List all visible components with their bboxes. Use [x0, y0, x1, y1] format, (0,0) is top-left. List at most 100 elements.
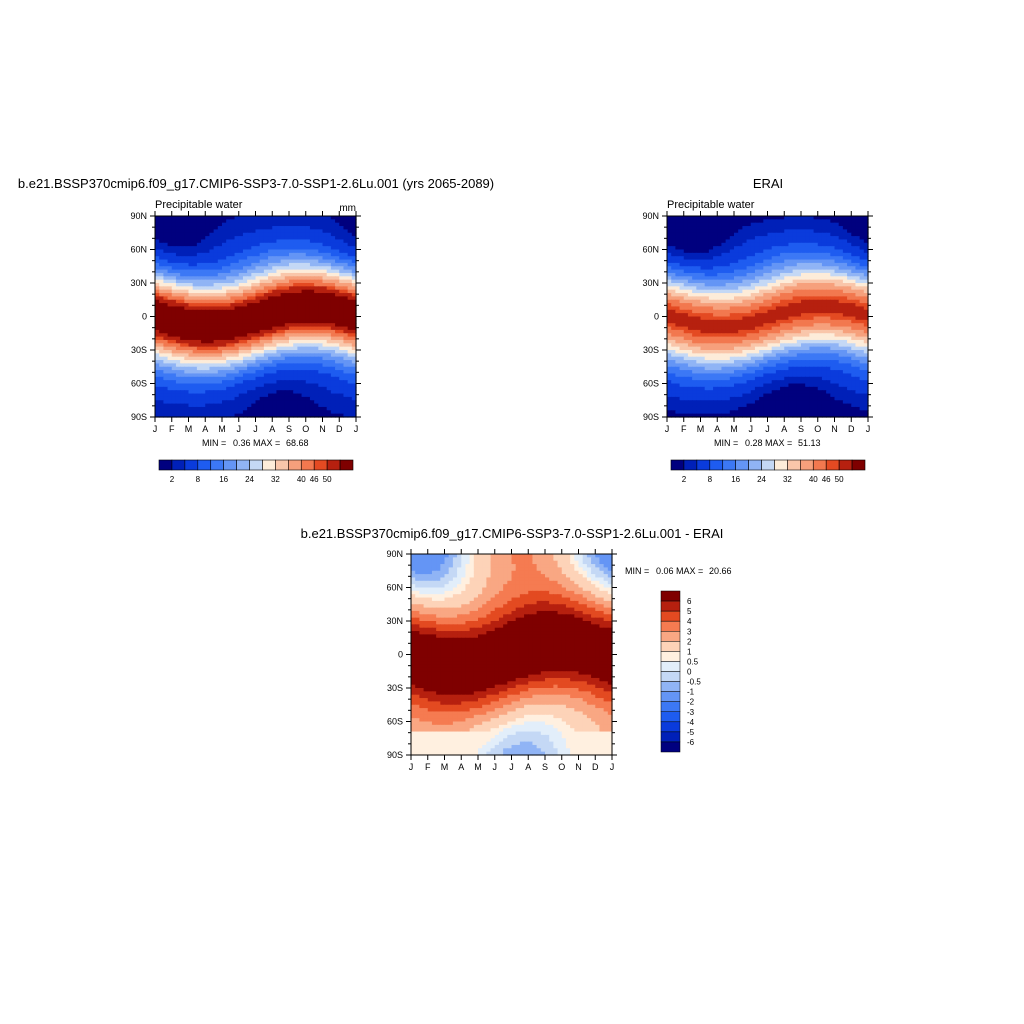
panel-model-cell — [347, 216, 353, 220]
panel-model-colorbar-label: 2 — [170, 475, 175, 484]
panel-erai-cell — [817, 229, 823, 234]
panel-model-cell — [222, 276, 227, 281]
panel-model-cell — [175, 283, 181, 287]
panel-model-cell — [251, 293, 257, 297]
panel-model-cell — [326, 279, 332, 284]
panel-erai-cell — [687, 226, 693, 230]
panel-model-cell — [188, 326, 194, 331]
panel-model-cell — [192, 303, 198, 308]
panel-model-cell — [305, 326, 311, 331]
panel-model-cell — [322, 353, 328, 358]
panel-model-cell — [251, 276, 257, 281]
panel-erai-cell — [759, 259, 764, 264]
panel-model-cell — [167, 400, 173, 405]
panel-model-cell — [255, 249, 261, 254]
panel-model-cell — [301, 413, 307, 418]
panel-model-cell — [217, 400, 223, 405]
panel-model-cell — [263, 336, 269, 341]
panel-model-cell — [339, 336, 345, 341]
panel-erai-cell — [683, 259, 689, 264]
panel-model-cell — [347, 406, 353, 411]
panel-model-cell — [305, 339, 311, 344]
panel-model-cell — [155, 299, 160, 304]
panel-erai-cell — [821, 272, 827, 277]
panel-erai-cell — [842, 252, 848, 257]
panel-model-cell — [289, 406, 294, 411]
panel-model-cell — [255, 353, 261, 358]
panel-model-cell — [205, 219, 211, 224]
panel-model-cell — [238, 242, 244, 247]
panel-model-cell — [335, 306, 340, 311]
panel-model-cell — [217, 309, 223, 314]
panel-model-cell — [280, 296, 286, 301]
panel-model-cell — [175, 289, 181, 294]
panel-model-cell — [326, 393, 332, 398]
panel-erai-cell — [842, 266, 848, 271]
panel-model-cell — [297, 289, 303, 294]
panel-erai-title: ERAI — [753, 176, 783, 191]
panel-model-cell — [242, 272, 248, 277]
panel-model-cell — [155, 386, 160, 391]
panel-erai-cell — [813, 232, 819, 237]
panel-model-cell — [284, 232, 290, 237]
panel-model-cell — [335, 353, 340, 358]
panel-model-cell — [171, 229, 177, 234]
panel-model-cell — [280, 346, 286, 351]
panel-model-cell — [263, 370, 269, 375]
panel-model-cell — [268, 313, 273, 318]
panel-model-left-label: Precipitable water — [155, 199, 243, 211]
panel-model-cell — [251, 366, 257, 371]
panel-erai-cell — [671, 249, 676, 254]
panel-model-cell — [339, 316, 345, 321]
panel-model-cell — [217, 333, 223, 338]
panel-model-cell — [238, 370, 244, 375]
panel-model-cell — [255, 293, 261, 297]
panel-model-cell — [259, 309, 265, 314]
panel-erai-cell — [683, 246, 689, 251]
panel-model-cell — [188, 406, 194, 411]
panel-model-cell — [247, 262, 252, 267]
panel-model-cell — [201, 329, 206, 334]
panel-erai-cell — [746, 226, 752, 230]
panel-erai-cell — [851, 219, 857, 224]
panel-model-cell — [196, 293, 202, 297]
panel-model-cell — [268, 376, 273, 381]
panel-model-cell — [192, 366, 198, 371]
panel-model-cell — [205, 329, 211, 334]
panel-model-cell — [314, 370, 319, 375]
panel-model-cell — [230, 346, 236, 351]
panel-model-cell — [222, 242, 227, 247]
panel-model-cell — [209, 376, 215, 381]
panel-model-cell — [268, 246, 273, 251]
panel-model-cell — [293, 303, 298, 308]
panel-model-cell — [301, 336, 307, 341]
panel-model-cell — [326, 229, 332, 234]
panel-model-cell — [293, 286, 298, 291]
panel-model-cell — [205, 336, 211, 341]
panel-model-cell — [263, 309, 269, 314]
panel-model-cell — [226, 316, 231, 321]
panel-model-cell — [255, 403, 261, 408]
panel-model-cell — [301, 323, 307, 328]
panel-model-cell — [284, 373, 290, 378]
panel-erai-cell — [863, 246, 869, 251]
panel-model-cell — [230, 319, 236, 324]
panel-model-cell — [196, 262, 202, 267]
panel-erai-cell — [788, 222, 794, 227]
panel-model-cell — [335, 360, 340, 364]
panel-model-cell — [351, 269, 357, 274]
panel-model-cell — [351, 370, 357, 375]
panel-model-cell — [326, 303, 332, 308]
panel-model-cell — [284, 376, 290, 381]
panel-model-cell — [263, 343, 269, 348]
panel-model-cell — [155, 326, 160, 331]
panel-model-cell — [297, 252, 303, 257]
panel-erai-cell — [775, 242, 781, 247]
panel-model-cell — [351, 390, 357, 395]
panel-model-cell — [322, 316, 328, 321]
panel-model-cell — [335, 239, 340, 244]
panel-erai-cell — [771, 219, 777, 224]
panel-model-cell — [330, 266, 336, 271]
panel-model-cell — [251, 329, 257, 334]
panel-model-cell — [268, 269, 273, 274]
